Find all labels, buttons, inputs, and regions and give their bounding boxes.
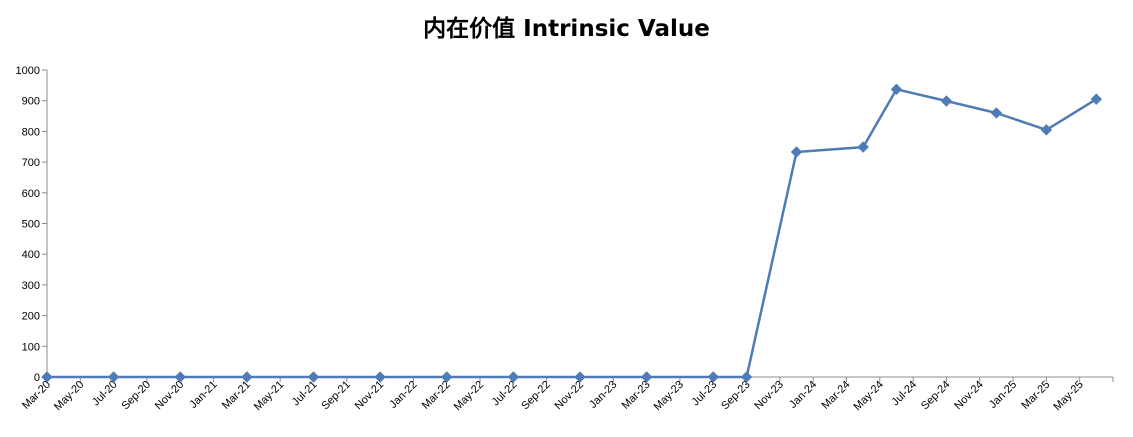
data-point-marker (940, 95, 953, 107)
y-tick-label: 500 (22, 219, 40, 231)
data-point-marker (107, 371, 120, 383)
data-point-marker (374, 371, 386, 383)
data-point-marker (174, 371, 186, 383)
x-tick-label: Jan-23 (587, 379, 619, 411)
y-tick-label: 800 (22, 126, 40, 138)
x-tick-label: Jul-20 (90, 379, 120, 409)
data-point-marker (1090, 93, 1103, 105)
chart-title: 内在价值 Intrinsic Value (423, 16, 710, 42)
x-tick-label: Nov-22 (553, 379, 587, 413)
series (41, 83, 1103, 383)
x-tick-label: Nov-21 (353, 379, 387, 413)
x-tick-label: Mar-22 (420, 379, 453, 412)
x-tick-label: Jul-23 (690, 379, 720, 409)
data-point-marker (1040, 124, 1053, 136)
y-tick-label: 900 (22, 96, 40, 108)
y-axis: 0 100 200 300 400 500 600 700 800 900 1000 (16, 65, 48, 384)
data-point-marker (441, 371, 453, 383)
x-tick-label: Jul-22 (490, 379, 520, 409)
data-point-marker (990, 107, 1003, 119)
x-tick-label: Sep-22 (519, 379, 553, 413)
data-point-marker (307, 371, 320, 383)
x-tick-label: Jul-21 (290, 379, 320, 409)
data-point-marker (41, 371, 53, 383)
x-tick-label: Mar-25 (1019, 379, 1052, 412)
x-tick-label: Jan-21 (187, 379, 219, 411)
x-tick-label: Jul-24 (890, 379, 920, 409)
x-tick-label: Jan-25 (987, 379, 1019, 411)
x-tick-label: Sep-24 (919, 379, 953, 413)
y-tick-label: 200 (22, 311, 40, 323)
data-point-marker (740, 371, 753, 383)
data-point-marker (857, 141, 869, 153)
x-tick-label: May-20 (52, 379, 86, 413)
data-point-marker (640, 371, 653, 383)
y-tick-label: 600 (22, 188, 40, 200)
x-tick-label: Sep-20 (119, 379, 153, 413)
y-tick-label: 300 (22, 280, 40, 292)
data-point-marker (707, 371, 719, 383)
x-tick-label: Nov-24 (952, 379, 986, 413)
data-point-marker (890, 83, 903, 96)
y-tick-label: 0 (34, 372, 40, 384)
x-tick-label: Jan-22 (387, 379, 419, 411)
x-tick-label: Jan-24 (787, 379, 819, 411)
x-tick-label: Sep-21 (319, 379, 353, 413)
x-tick-label: Mar-24 (819, 379, 852, 412)
data-point-marker (507, 371, 520, 383)
x-tick-label: May-22 (452, 379, 486, 413)
y-tick-label: 700 (22, 157, 40, 169)
x-tick-label: Nov-23 (752, 379, 786, 413)
data-point-marker (574, 371, 586, 383)
x-tick-label: May-23 (652, 379, 686, 413)
x-tick-label: Sep-23 (719, 379, 753, 413)
x-tick-label: Mar-23 (620, 379, 653, 412)
y-tick-label: 1000 (16, 65, 40, 77)
series-line (47, 88, 1097, 379)
x-tick-label: Mar-21 (220, 379, 253, 412)
data-point-marker (241, 371, 253, 383)
data-point-marker (790, 146, 803, 158)
x-tick-label: May-24 (852, 379, 886, 413)
y-tick-label: 400 (22, 249, 40, 261)
x-tick-label: May-21 (252, 379, 286, 413)
x-tick-label: Nov-20 (153, 379, 187, 413)
y-tick-label: 100 (22, 341, 40, 353)
x-tick-label: May-25 (1051, 379, 1085, 413)
